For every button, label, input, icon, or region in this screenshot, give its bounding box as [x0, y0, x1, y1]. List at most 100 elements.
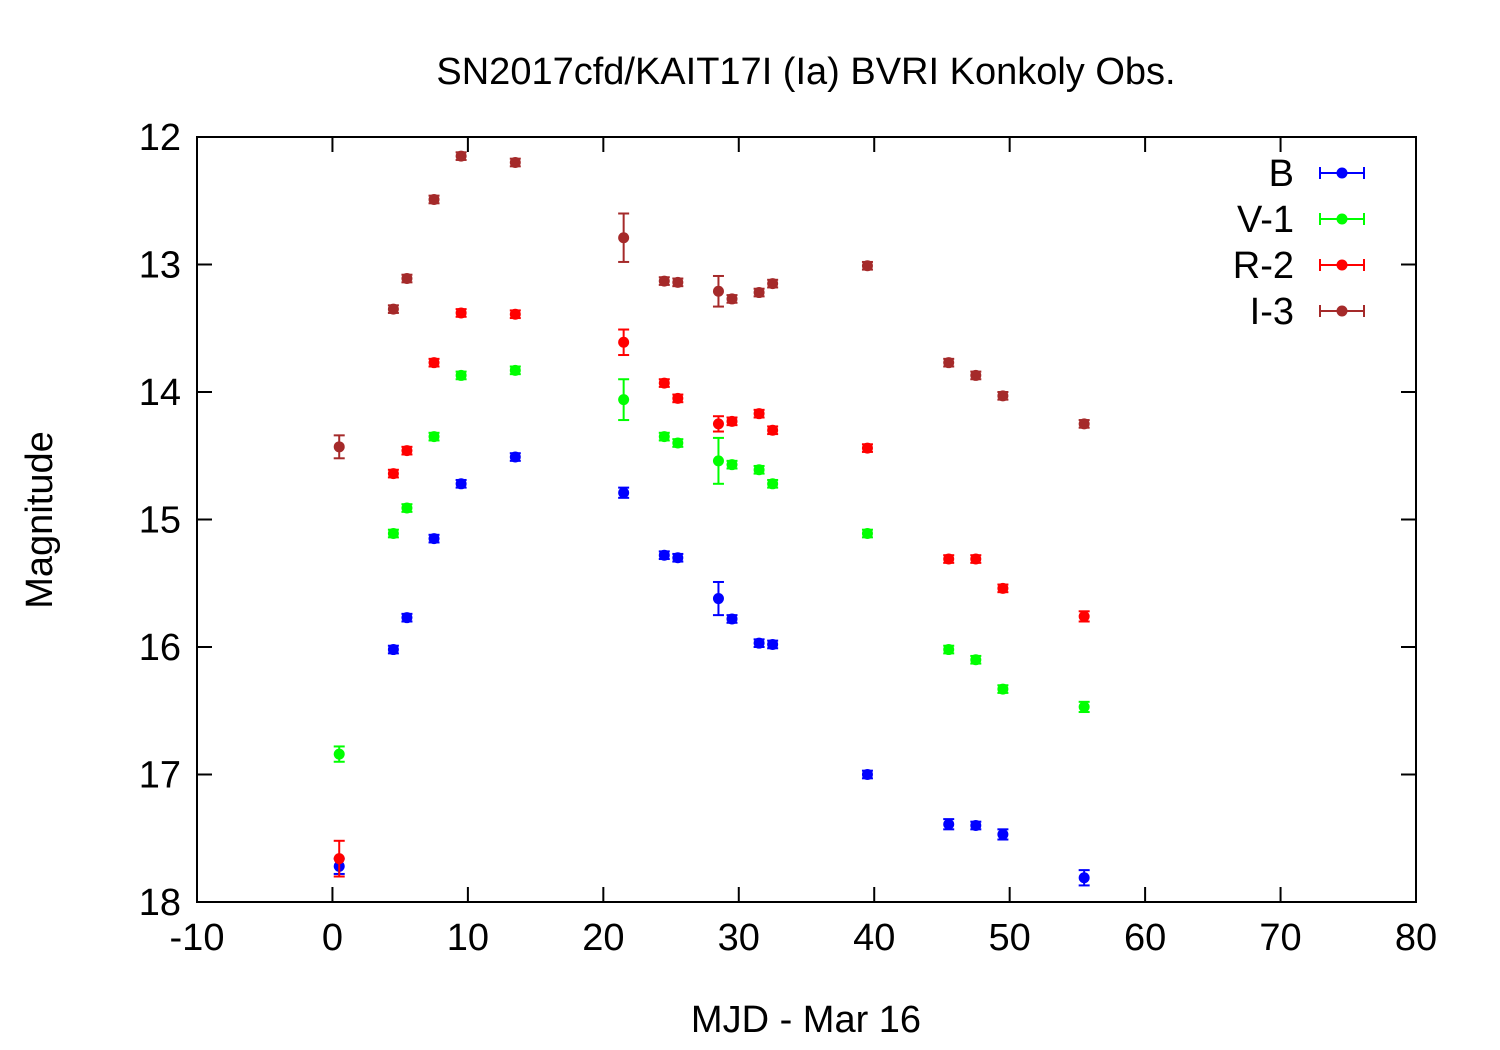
data-point	[672, 392, 684, 404]
data-point	[455, 150, 467, 162]
data-point	[997, 683, 1009, 695]
y-tick-label: 16	[139, 627, 181, 669]
legend: BV-1R-2I-3	[1233, 153, 1365, 333]
plot-frame	[196, 136, 1417, 903]
legend-label: B	[1269, 153, 1294, 195]
data-point	[970, 553, 982, 565]
data-point	[726, 613, 738, 625]
data-point	[726, 459, 738, 471]
data-point	[753, 464, 765, 476]
data-point	[333, 748, 345, 760]
data-point	[509, 157, 521, 168]
legend-marker	[1336, 259, 1348, 271]
data-point	[333, 441, 345, 453]
x-tick-label: 20	[582, 917, 624, 959]
data-point	[387, 528, 399, 540]
data-point	[712, 285, 724, 297]
data-point	[509, 451, 521, 463]
x-tick-label: 0	[322, 917, 343, 959]
data-point	[943, 357, 955, 369]
data-point	[712, 418, 724, 430]
x-axis-label: MJD - Mar 16	[691, 999, 921, 1041]
data-point	[387, 644, 399, 656]
data-point	[712, 455, 724, 467]
data-point	[767, 638, 779, 650]
legend-label: R-2	[1233, 245, 1294, 287]
x-tick-label: 50	[989, 917, 1031, 959]
legend-entry: V-1	[1237, 199, 1365, 241]
data-point	[861, 528, 873, 540]
data-point	[672, 437, 684, 449]
data-point	[509, 308, 521, 320]
x-tick-label: 30	[718, 917, 760, 959]
y-tick-label: 18	[139, 882, 181, 924]
data-point	[387, 303, 399, 315]
x-tick-label: 10	[447, 917, 489, 959]
series-v-1	[333, 364, 1090, 763]
data-point	[672, 552, 684, 564]
data-point	[767, 478, 779, 490]
legend-label: V-1	[1237, 199, 1294, 241]
data-point	[943, 818, 955, 830]
data-point	[428, 533, 440, 545]
y-axis-label: Magnitude	[19, 431, 61, 608]
data-point	[726, 293, 738, 305]
data-point	[943, 644, 955, 656]
data-point	[658, 377, 670, 389]
data-point	[428, 431, 440, 443]
data-point	[428, 193, 440, 205]
axis-ticks	[196, 136, 1417, 903]
data-point	[753, 287, 765, 299]
y-tick-labels: 12 13 14 15 16 17 18	[139, 117, 181, 924]
x-tick-label: 60	[1124, 917, 1166, 959]
data-point	[997, 582, 1009, 594]
x-tick-label: -10	[170, 917, 225, 959]
data-point	[1078, 418, 1090, 430]
legend-marker	[1336, 305, 1348, 317]
data-series	[333, 150, 1090, 887]
data-point	[455, 307, 467, 319]
data-point	[997, 828, 1009, 840]
series-i-3	[333, 150, 1090, 460]
data-point	[387, 468, 399, 480]
series-r-2	[333, 307, 1090, 878]
data-point	[658, 275, 670, 287]
data-point	[861, 769, 873, 780]
data-point	[726, 415, 738, 427]
data-point	[753, 408, 765, 420]
legend-label: I-3	[1250, 291, 1294, 333]
data-point	[658, 431, 670, 443]
y-tick-label: 15	[139, 500, 181, 542]
data-point	[401, 273, 413, 285]
data-point	[333, 853, 345, 865]
data-point	[712, 593, 724, 605]
legend-entry: R-2	[1233, 245, 1365, 287]
data-point	[455, 369, 467, 381]
data-point	[618, 336, 630, 348]
x-tick-labels: -10 0 10 20 30 40 50 60 70 80	[170, 917, 1438, 959]
x-tick-label: 70	[1259, 917, 1301, 959]
data-point	[943, 553, 955, 565]
data-point	[618, 232, 630, 244]
legend-marker	[1336, 167, 1348, 179]
data-point	[753, 637, 765, 649]
data-point	[401, 502, 413, 514]
data-point	[767, 424, 779, 436]
data-point	[658, 549, 670, 561]
chart-title: SN2017cfd/KAIT17I (Ia) BVRI Konkoly Obs.	[436, 51, 1175, 93]
series-b	[333, 451, 1090, 887]
data-point	[455, 478, 467, 490]
data-point	[970, 369, 982, 381]
data-point	[672, 276, 684, 288]
legend-entry: I-3	[1250, 291, 1365, 333]
data-point	[861, 442, 873, 454]
y-tick-label: 14	[139, 372, 181, 414]
legend-marker	[1336, 213, 1348, 225]
x-tick-label: 80	[1395, 917, 1437, 959]
data-point	[428, 357, 440, 369]
y-tick-label: 17	[139, 755, 181, 797]
data-point	[618, 487, 630, 499]
data-point	[1078, 872, 1090, 884]
y-tick-label: 12	[139, 117, 181, 159]
